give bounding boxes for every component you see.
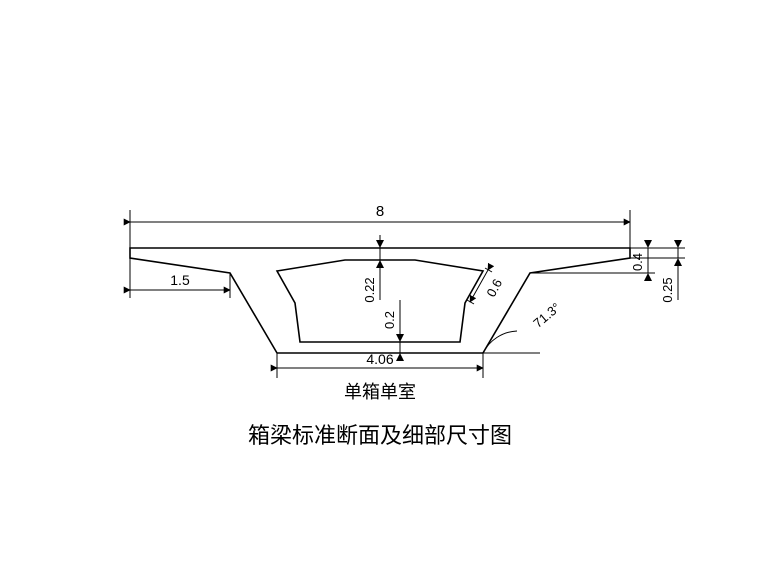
subcaption: 单箱单室: [0, 378, 760, 404]
dim-top-slab-edge: 0.4: [630, 253, 645, 271]
dim-cantilever: 1.5: [170, 272, 190, 288]
dim-top-width: 8: [376, 203, 384, 220]
dim-top-slab: 0.22: [362, 277, 377, 302]
dim-angle: 71.3°: [530, 300, 563, 331]
box-girder-svg: 8 1.5 4.06 0.22 0.2 0.6 0.4 0.25 71.3°: [0, 0, 760, 570]
dim-bottom-width: 4.06: [366, 351, 393, 367]
diagram-canvas: 8 1.5 4.06 0.22 0.2 0.6 0.4 0.25 71.3° 单…: [0, 0, 760, 570]
dim-haunch: 0.6: [483, 276, 505, 299]
main-caption: 箱梁标准断面及细部尺寸图: [0, 418, 760, 450]
dim-bottom-slab: 0.2: [382, 311, 397, 329]
dim-cantilever-tip: 0.25: [660, 277, 675, 302]
